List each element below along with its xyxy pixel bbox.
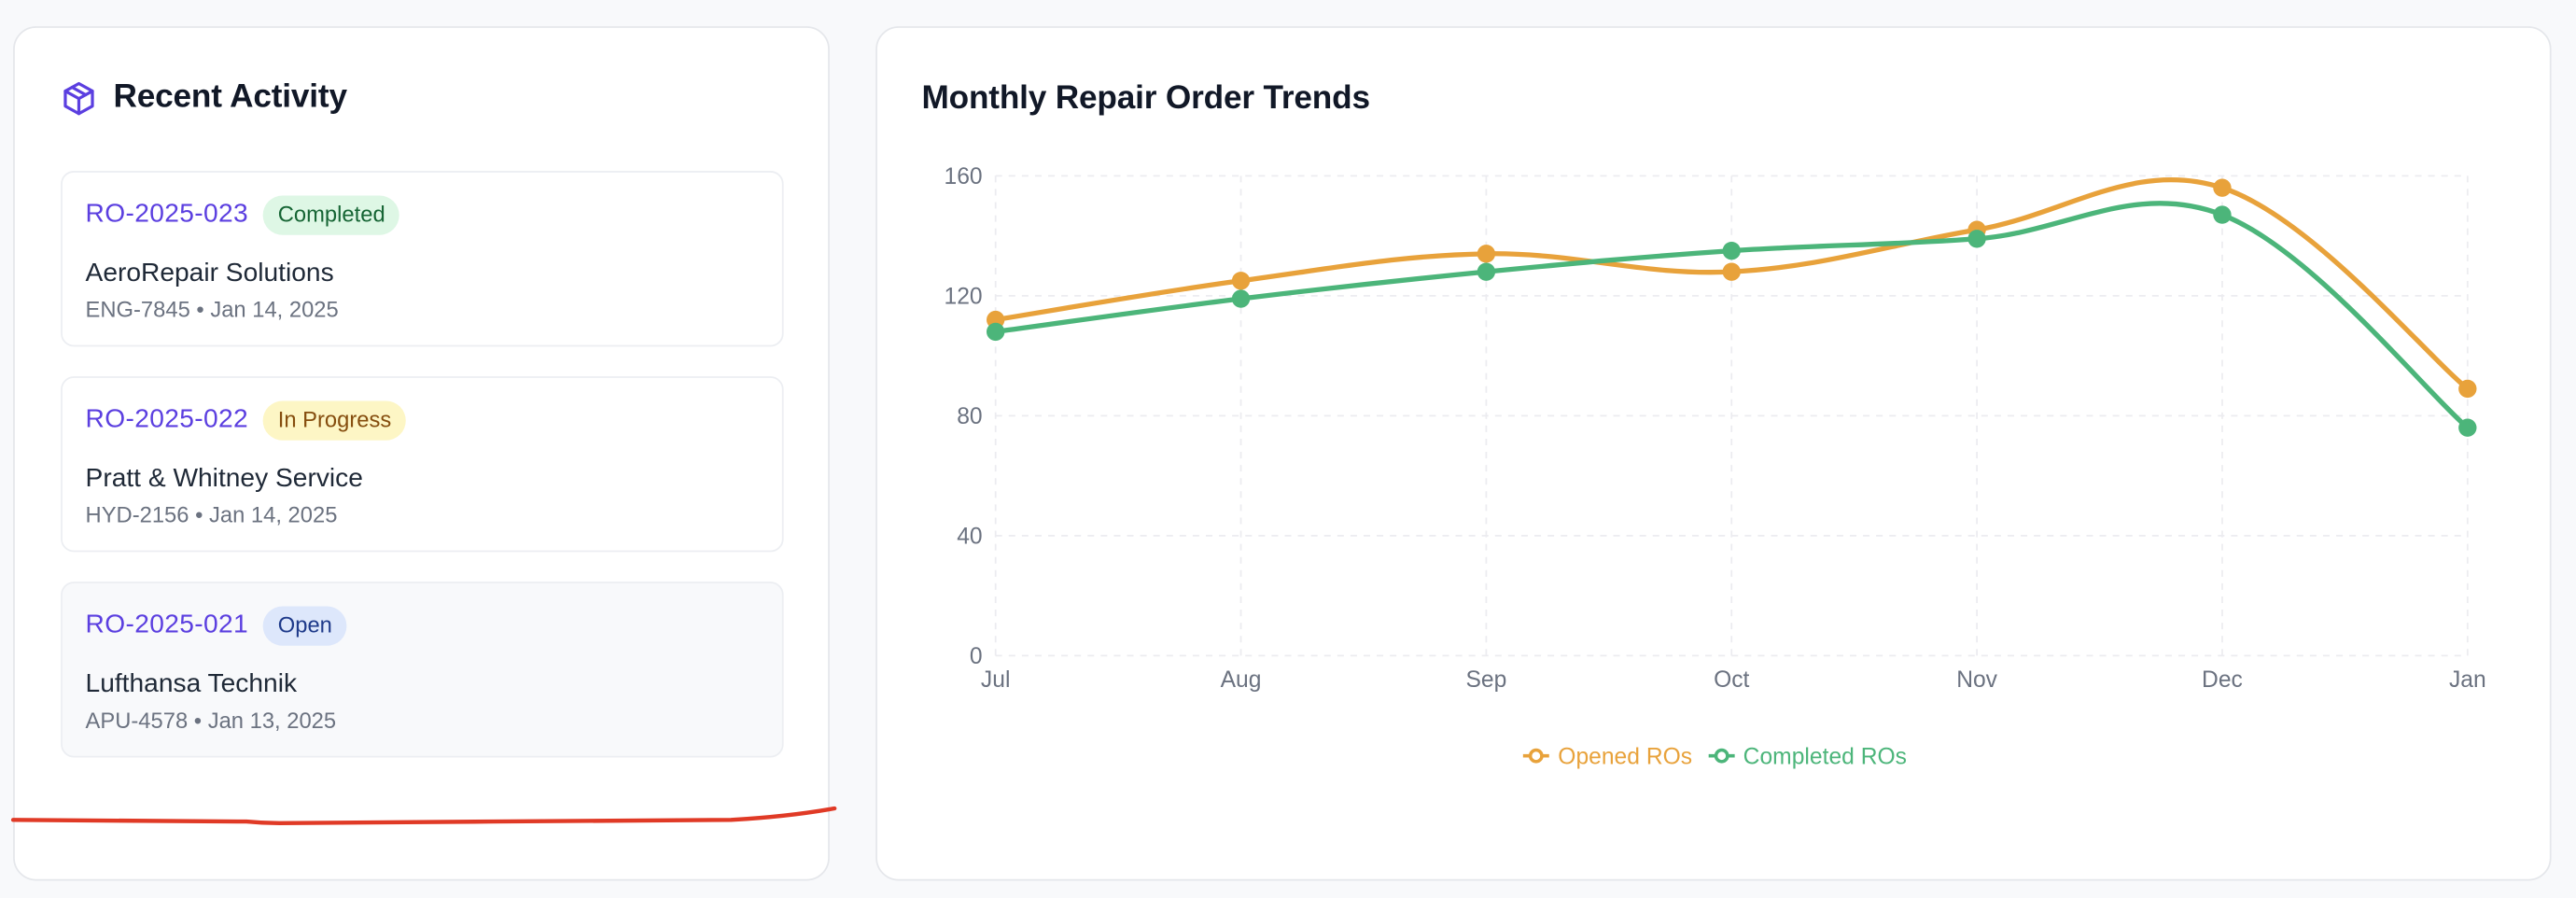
recent-activity-title: Recent Activity <box>113 78 347 116</box>
activity-list-item[interactable]: RO-2025-021 Open Lufthansa Technik APU-4… <box>61 582 784 758</box>
data-point-opened-ros <box>2458 379 2477 399</box>
company-name: Pratt & Whitney Service <box>85 465 363 494</box>
series-line-completed-ros <box>995 201 2470 430</box>
repair-order-link[interactable]: RO-2025-021 <box>85 610 249 639</box>
x-axis-tick-label: Dec <box>2202 667 2243 693</box>
status-badge: Completed <box>262 195 400 234</box>
x-axis-tick-label: Jan <box>2449 667 2486 693</box>
legend-label: Completed ROs <box>1743 742 1907 769</box>
y-axis-tick-label: 40 <box>957 525 982 550</box>
data-point-completed-ros <box>1231 289 1251 308</box>
package-icon <box>61 79 97 116</box>
legend-line-marker-icon <box>1523 748 1550 764</box>
repair-order-link[interactable]: RO-2025-022 <box>85 405 249 434</box>
data-point-completed-ros <box>1477 262 1496 281</box>
repair-order-link[interactable]: RO-2025-023 <box>85 200 249 229</box>
item-meta: ENG-7845 • Jan 14, 2025 <box>85 297 339 322</box>
y-axis-tick-label: 80 <box>957 404 982 429</box>
x-axis-tick-label: Jul <box>981 667 1010 693</box>
x-axis-tick-label: Aug <box>1221 667 1262 693</box>
x-axis-tick-label: Nov <box>1956 667 1997 693</box>
data-point-completed-ros <box>987 322 1005 342</box>
data-point-opened-ros <box>1477 245 1496 263</box>
data-point-completed-ros <box>2458 418 2477 437</box>
status-badge: In Progress <box>262 400 407 440</box>
data-point-opened-ros <box>1231 272 1251 290</box>
y-axis-tick-label: 120 <box>945 285 983 310</box>
chart-legend: Opened ROs Completed ROs <box>877 743 2553 769</box>
repair-order-trends-card: Monthly Repair Order Trends 0 40 80 120 160 J… <box>875 26 2553 881</box>
recent-activity-card: Recent Activity RO-2025-023 Completed Ae… <box>13 26 830 881</box>
legend-label: Opened ROs <box>1558 742 1693 769</box>
company-name: Lufthansa Technik <box>85 670 298 699</box>
y-axis-tick-label: 0 <box>970 644 983 669</box>
activity-list-item[interactable]: RO-2025-022 In Progress Pratt & Whitney … <box>61 376 784 553</box>
company-name: AeroRepair Solutions <box>85 260 334 288</box>
data-point-opened-ros <box>2213 178 2232 197</box>
activity-list-item[interactable]: RO-2025-023 Completed AeroRepair Solutio… <box>61 171 784 347</box>
data-point-opened-ros <box>1722 262 1741 281</box>
x-axis-tick-label: Oct <box>1714 667 1749 693</box>
item-meta: APU-4578 • Jan 13, 2025 <box>85 708 337 734</box>
x-axis-tick-label: Sep <box>1465 667 1506 693</box>
legend-line-marker-icon <box>1708 748 1735 764</box>
y-axis-tick-label: 160 <box>945 164 983 189</box>
line-chart: 0 40 80 120 160 Jul Aug Sep Oct Nov Dec Jan <box>945 164 2486 693</box>
chart-title: Monthly Repair Order Trends <box>921 80 1370 117</box>
item-meta: HYD-2156 • Jan 14, 2025 <box>85 502 338 528</box>
data-point-completed-ros <box>2213 205 2232 224</box>
legend-item[interactable]: Opened ROs <box>1523 743 1692 769</box>
legend-item[interactable]: Completed ROs <box>1708 742 1907 769</box>
data-point-completed-ros <box>1967 230 1986 248</box>
recent-activity-header: Recent Activity <box>61 78 347 116</box>
data-point-completed-ros <box>1722 241 1741 260</box>
status-badge: Open <box>262 606 347 645</box>
